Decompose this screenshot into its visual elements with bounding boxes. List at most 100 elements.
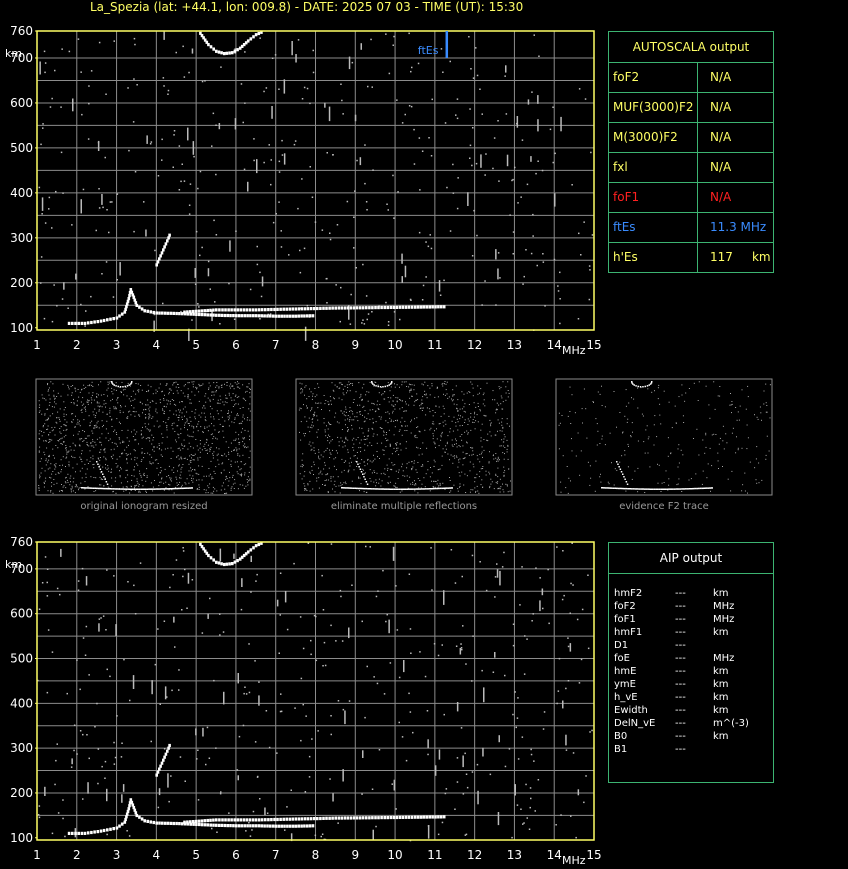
thumb-noise [220,489,222,491]
thumb-noise [65,466,66,467]
trace-point [109,317,112,321]
autoscala-row: foF1 N/A [609,183,773,213]
noise-dot [145,229,147,237]
thumb-noise [107,387,109,389]
thumb-noise [717,452,719,454]
trace-point [217,561,221,565]
thumb-noise [140,434,142,436]
noise-dot [254,741,257,743]
thumb-noise [52,454,54,456]
thumb-noise [637,387,639,389]
thumb-noise [142,426,143,428]
thumb-noise [225,394,227,396]
thumb-noise [221,416,223,418]
thumb-noise [195,409,197,411]
thumb-noise [50,491,52,493]
thumb-noise [230,397,232,399]
thumb-noise [365,439,367,440]
noise-dot [504,674,506,677]
thumb-noise [249,478,251,480]
thumb-noise [244,472,246,474]
noise-dot [382,569,384,572]
trace-point [86,321,90,325]
thumb-noise [383,398,385,400]
thumb-noise [318,457,319,459]
noise-dot [163,620,166,622]
autoscala-panel: AUTOSCALA output foF2 N/A MUF(3000)F2 N/A M(… [608,31,774,273]
trace-point [133,808,137,812]
noise-dot [389,662,392,664]
noise-dot [184,780,186,782]
noise-dot [375,825,377,828]
thumb-noise [432,438,434,440]
thumb-noise [78,489,79,491]
trace-point [294,824,298,828]
thumb-noise [111,387,113,389]
thumb-trace [662,488,665,490]
thumb-noise [324,403,326,405]
thumb-noise [243,398,245,400]
thumb-noise [234,418,236,420]
noise-dot [588,298,591,301]
thumb-noise [141,452,143,454]
autoscala-param-name: ftEs [609,213,698,242]
thumb-noise [379,458,380,459]
thumb-noise [166,383,168,385]
thumb-noise [459,458,461,460]
trace-point [163,245,166,249]
thumb-noise [100,472,102,474]
thumb-noise [499,430,501,432]
thumb-noise [203,475,205,477]
thumb-trace [105,481,108,483]
thumb-noise [152,439,154,441]
thumb-noise [356,466,358,467]
thumb-noise [208,388,210,390]
thumb-noise [52,429,54,431]
noise-dot [51,651,54,653]
thumb-noise [348,381,350,383]
trace-point [322,816,325,820]
thumb-noise [191,391,193,393]
thumb-noise [47,383,49,384]
y-tick-label: 500 [10,652,33,666]
noise-dot [115,624,117,637]
thumb-noise [717,395,719,397]
thumb-noise [166,425,168,427]
thumb-noise [170,458,172,459]
thumb-noise [469,470,471,472]
noise-dot [306,304,309,307]
noise-dot [531,620,533,622]
thumb-noise [463,393,465,395]
thumb-noise [399,443,401,445]
thumb-noise [766,405,768,406]
thumb-trace [86,487,89,489]
trace-point [313,307,316,311]
thumb-noise [115,432,117,434]
trace-point [163,755,166,759]
thumb-noise [756,482,758,484]
thumb-noise [199,456,201,458]
trace-point [130,800,134,804]
thumb-trace [677,488,680,490]
thumb-noise [220,399,222,401]
thumb-noise [507,390,509,391]
thumb-noise [457,466,459,468]
thumb-trace [382,386,384,388]
trace-point [178,312,181,316]
thumb-noise [164,405,165,407]
noise-dot [577,789,580,796]
thumb-noise [184,422,186,424]
trace-point [228,51,231,55]
thumb-noise [92,392,94,394]
noise-dot [494,596,496,598]
thumb-noise [392,412,393,414]
trace-point [288,307,292,311]
trace-point [169,821,173,825]
thumb-trace [627,488,630,490]
noise-dot [271,57,274,59]
noise-dot [401,276,403,283]
thumb-noise [186,411,188,413]
noise-dot [514,784,516,796]
trace-point [120,312,124,316]
noise-dot [375,595,378,598]
